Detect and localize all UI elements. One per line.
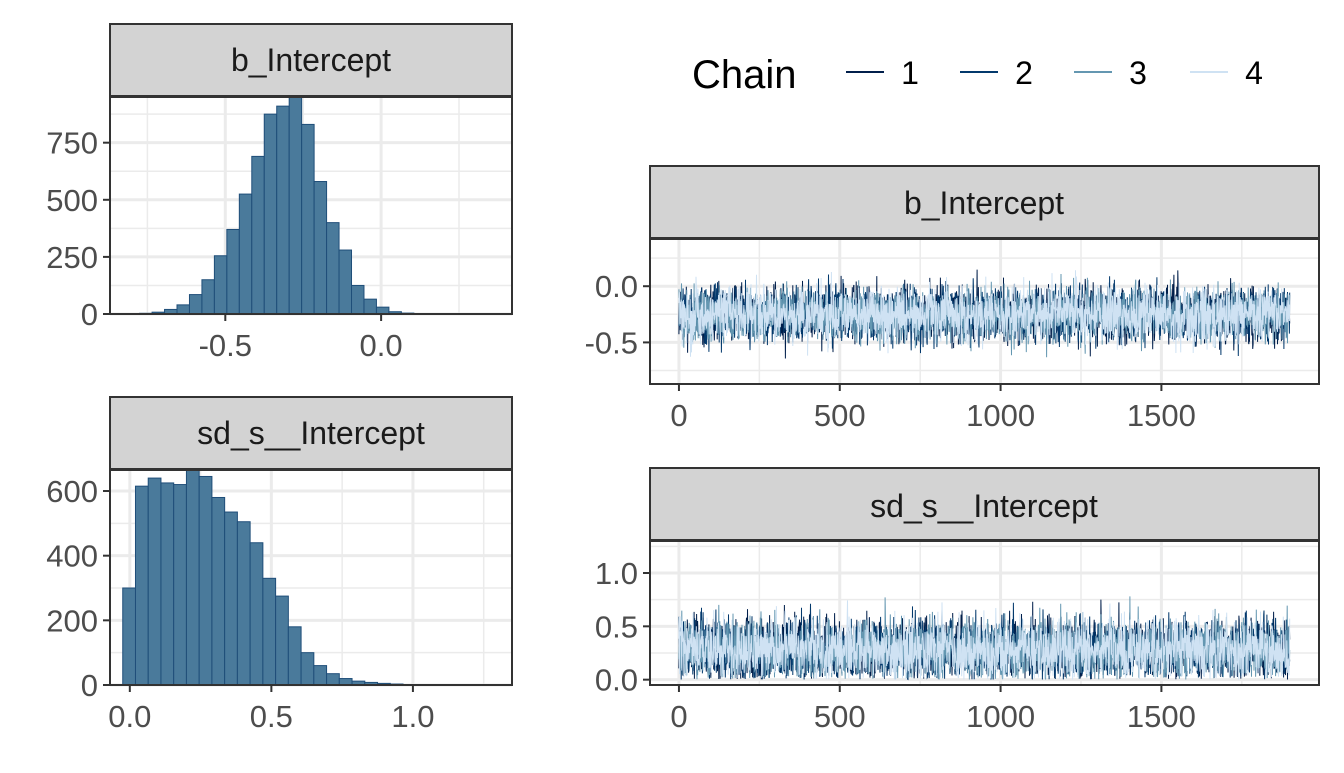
histogram-bar <box>214 256 226 314</box>
x-tick-label: 500 <box>814 699 866 734</box>
histogram-panel-sd-s-intercept: sd_s__Intercept 0.0 0.5 1.0 0 200 400 600 <box>46 397 512 734</box>
histogram-bar <box>177 305 189 314</box>
histogram-bar <box>314 182 326 314</box>
histogram-bar <box>276 596 289 685</box>
x-tick-label: 0 <box>670 398 687 433</box>
histogram-bar <box>364 299 376 314</box>
histogram-bar <box>327 674 340 685</box>
legend-label-3: 3 <box>1129 55 1147 91</box>
histogram-bar <box>314 666 327 685</box>
legend-label-2: 2 <box>1015 55 1033 91</box>
y-tick-label: 250 <box>46 240 98 275</box>
histogram-bar <box>161 483 174 685</box>
legend-label-1: 1 <box>901 55 919 91</box>
histogram-bar <box>327 223 339 314</box>
plot-area: 0.0 0.5 1.0 0 200 400 600 <box>46 470 512 734</box>
y-tick-label: 1.0 <box>595 556 638 591</box>
histogram-bar <box>123 588 136 685</box>
histogram-bar <box>277 106 289 314</box>
histogram-bar <box>289 97 301 314</box>
x-tick-label: -0.5 <box>199 328 252 363</box>
x-tick-label: 1.0 <box>391 699 434 734</box>
trace-panel-sd-s-intercept: sd_s__Intercept 0 500 1000 1500 0.0 0.5 1.0 <box>595 468 1319 734</box>
x-tick-label: 0 <box>670 699 687 734</box>
histogram-bar <box>352 285 364 314</box>
y-tick-label: 0.5 <box>595 609 638 644</box>
histogram-bar <box>186 470 199 685</box>
legend-title: Chain <box>692 53 797 97</box>
histogram-bar <box>189 295 201 314</box>
y-tick-label: 200 <box>46 603 98 638</box>
histogram-bar <box>263 578 276 685</box>
x-tick-label: 1500 <box>1127 398 1196 433</box>
histogram-bar <box>252 156 264 314</box>
x-tick-label: 0.0 <box>360 328 403 363</box>
trace-panel-b-intercept: b_Intercept 0 500 1000 1500 0.0 -0.5 <box>585 166 1319 433</box>
legend-items: 1 2 3 4 <box>846 55 1263 91</box>
histogram-bar <box>250 543 263 685</box>
y-tick-label: 0.0 <box>595 663 638 698</box>
histogram-bar <box>239 194 251 314</box>
x-tick-label: 1000 <box>966 398 1035 433</box>
strip-label: b_Intercept <box>231 42 391 78</box>
histogram-bar <box>302 124 314 314</box>
histogram-bar <box>199 476 212 685</box>
strip-label: b_Intercept <box>904 185 1064 221</box>
histogram-bar <box>202 280 214 314</box>
y-tick-label: 0.0 <box>595 269 638 304</box>
x-tick-label: 1500 <box>1127 699 1196 734</box>
plot-area: 0 500 1000 1500 0.0 0.5 1.0 <box>595 541 1319 734</box>
x-tick-label: 1000 <box>966 699 1035 734</box>
y-tick-label: 600 <box>46 474 98 509</box>
strip-label: sd_s__Intercept <box>197 415 425 451</box>
y-tick-label: 750 <box>46 126 98 161</box>
strip-label: sd_s__Intercept <box>870 488 1098 524</box>
histogram-bar <box>212 497 225 685</box>
y-tick-label: 0 <box>81 668 98 703</box>
histogram-bar <box>288 627 301 685</box>
plot-area: -0.5 0.0 0 250 500 750 <box>46 97 512 363</box>
histogram-panel-b-intercept: b_Intercept -0.5 0.0 0 250 500 750 <box>46 24 512 363</box>
x-tick-label: 0.5 <box>250 699 293 734</box>
x-tick-label: 500 <box>814 398 866 433</box>
plot-area: 0 500 1000 1500 0.0 -0.5 <box>585 239 1319 433</box>
histogram-bar <box>225 512 238 685</box>
histogram-bar <box>135 486 148 685</box>
y-tick-label: 400 <box>46 539 98 574</box>
histogram-bar <box>376 307 388 314</box>
histogram-bar <box>264 114 276 314</box>
y-tick-label: -0.5 <box>585 325 638 360</box>
legend-label-4: 4 <box>1245 55 1263 91</box>
histogram-bar <box>227 229 239 314</box>
y-tick-label: 500 <box>46 183 98 218</box>
histogram-bar <box>237 522 250 685</box>
histogram-bar <box>174 485 187 685</box>
legend: Chain 1 2 3 4 <box>692 53 1263 97</box>
y-tick-label: 0 <box>81 297 98 332</box>
histogram-bar <box>339 250 351 314</box>
histogram-bar <box>301 653 314 685</box>
x-tick-label: 0.0 <box>108 699 151 734</box>
histogram-bar <box>148 478 161 685</box>
